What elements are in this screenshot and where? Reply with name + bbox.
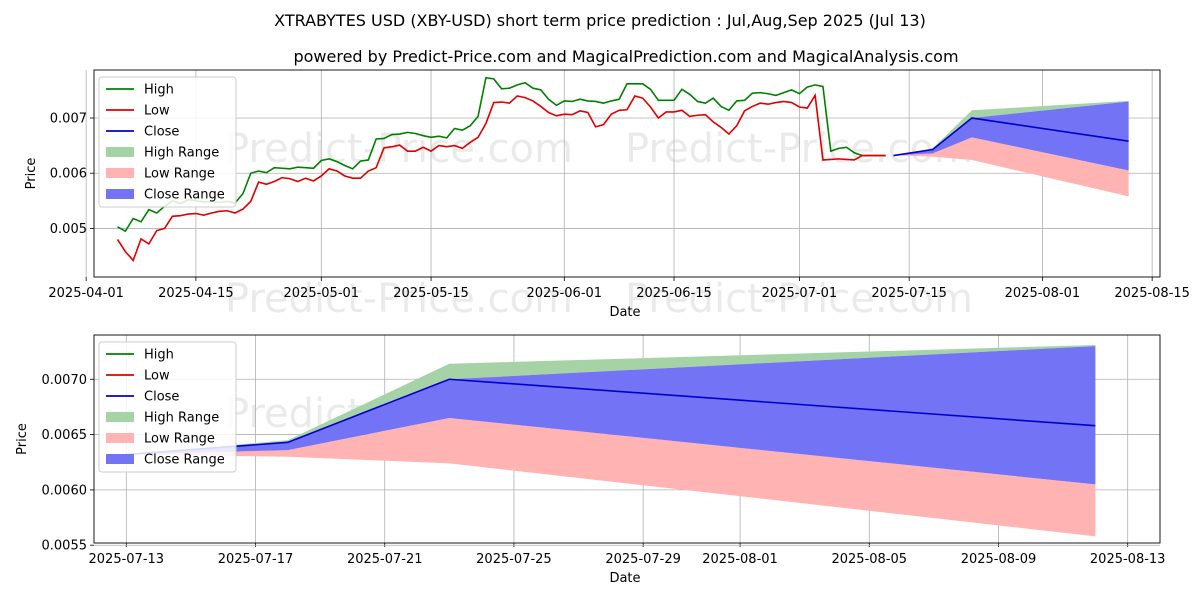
high-range-band xyxy=(893,100,1129,156)
legend-label: High xyxy=(144,83,174,98)
legend-label: Low xyxy=(144,369,170,384)
legend-label: High Range xyxy=(144,146,219,161)
legend-label: Close xyxy=(144,390,179,405)
close-series-line xyxy=(893,117,1129,157)
x-axis-label: Date xyxy=(609,571,640,586)
x-tick-label: 2025-08-15 xyxy=(1114,286,1190,301)
legend-label: Close xyxy=(144,125,179,140)
bottom-panel: Predict-Price.comPredict-Price.com2025-0… xyxy=(15,334,1166,586)
legend-label: High xyxy=(144,348,174,363)
legend-swatch-patch xyxy=(106,189,134,199)
y-axis-label: Price xyxy=(15,423,30,455)
x-tick-label: 2025-04-15 xyxy=(158,286,234,301)
watermark-text: Predict-Price.com xyxy=(625,126,973,172)
x-tick-label: 2025-07-15 xyxy=(871,286,947,301)
axes-frame xyxy=(93,69,1161,278)
y-tick-label: 0.0060 xyxy=(42,483,88,498)
legend-label: Close Range xyxy=(144,453,225,468)
x-tick-label: 2025-06-15 xyxy=(636,286,712,301)
y-tick-label: 0.0065 xyxy=(42,428,88,443)
chart-title: XTRABYTES USD (XBY-USD) short term price… xyxy=(274,11,926,30)
close-range-band xyxy=(893,101,1129,171)
legend-label: Low Range xyxy=(144,167,215,182)
x-tick-label: 2025-06-01 xyxy=(527,286,603,301)
y-tick-label: 0.007 xyxy=(50,112,87,127)
legend-label: Low Range xyxy=(144,432,215,447)
x-tick-label: 2025-05-01 xyxy=(284,286,360,301)
x-tick-label: 2025-07-17 xyxy=(218,552,294,567)
legend-swatch-patch xyxy=(106,433,134,443)
x-tick-label: 2025-08-13 xyxy=(1090,552,1166,567)
y-tick-label: 0.0055 xyxy=(42,539,88,554)
low-range-band xyxy=(893,137,1129,197)
x-tick-label: 2025-07-21 xyxy=(347,552,423,567)
x-tick-label: 2025-04-01 xyxy=(48,286,124,301)
low-range-band xyxy=(126,417,1096,537)
legend-label: Close Range xyxy=(144,188,225,203)
top-panel: Predict-Price.com Predict-Price.com Predic… xyxy=(24,69,1190,322)
low-series-line xyxy=(116,93,886,262)
y-tick-label: 0.006 xyxy=(50,167,87,182)
legend-swatch-patch xyxy=(106,168,134,178)
legend-swatch-patch xyxy=(106,412,134,422)
legend-label: Low xyxy=(144,104,170,119)
y-tick-label: 0.0070 xyxy=(42,373,88,388)
x-tick-label: 2025-08-05 xyxy=(831,552,907,567)
x-tick-label: 2025-08-01 xyxy=(1005,286,1081,301)
y-tick-label: 0.005 xyxy=(50,222,87,237)
high-range-band xyxy=(126,344,1096,455)
x-tick-label: 2025-08-09 xyxy=(961,552,1037,567)
watermark-text: Predict-Price.com xyxy=(625,276,973,322)
high-series-line xyxy=(117,76,886,233)
legend-swatch-patch xyxy=(106,147,134,157)
chart-subtitle: powered by Predict-Price.com and Magical… xyxy=(293,47,958,66)
x-tick-label: 2025-07-13 xyxy=(89,552,165,567)
legend-label: High Range xyxy=(144,411,219,426)
legend-swatch-patch xyxy=(106,454,134,464)
axes-frame xyxy=(93,334,1161,544)
x-axis-label: Date xyxy=(609,305,640,320)
y-axis-label: Price xyxy=(24,158,39,190)
plot-area xyxy=(116,76,1129,262)
x-tick-label: 2025-05-15 xyxy=(393,286,469,301)
close-range-band xyxy=(126,346,1096,485)
x-tick-label: 2025-07-29 xyxy=(605,552,681,567)
x-tick-label: 2025-07-01 xyxy=(762,286,838,301)
x-tick-label: 2025-07-25 xyxy=(476,552,552,567)
watermark-text: Predict-Price.com xyxy=(225,126,573,172)
x-tick-label: 2025-08-01 xyxy=(702,552,778,567)
watermark-text: Predict-Price.com xyxy=(225,276,573,322)
